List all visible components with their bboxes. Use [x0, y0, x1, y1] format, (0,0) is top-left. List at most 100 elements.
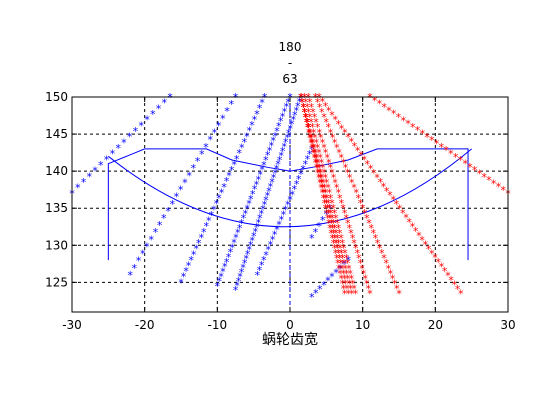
red-star-point: * [348, 227, 355, 240]
red-star-point: * [319, 136, 326, 149]
red-star-point: * [346, 277, 353, 290]
red-star-point: * [308, 136, 315, 149]
blue-star-point: * [103, 153, 110, 166]
blue-star-point: * [272, 167, 279, 180]
blue-star-point: * [74, 182, 81, 195]
red-star-point: * [312, 146, 319, 159]
red-star-point: * [462, 157, 469, 170]
red-star-point: * [390, 194, 397, 207]
blue-star-point: * [267, 181, 274, 194]
red-star-point: * [448, 274, 455, 287]
blue-star-point: * [293, 178, 300, 191]
red-star-point: * [438, 261, 445, 274]
blue-star-point: * [268, 139, 275, 152]
blue-star-point: * [169, 198, 176, 211]
red-star-point: * [321, 167, 328, 180]
red-star-point: * [318, 131, 325, 144]
red-star-point: * [371, 94, 378, 107]
red-star-point: * [332, 113, 339, 126]
red-star-point: * [448, 147, 455, 160]
blue-star-point: * [241, 136, 248, 149]
red-star-point: * [322, 187, 329, 200]
red-star-point: * [331, 232, 338, 245]
red-star-point: * [342, 127, 349, 140]
blue-star-point: * [283, 101, 290, 114]
red-star-point: * [325, 121, 332, 134]
red-star-point: * [374, 171, 381, 184]
y-tick-label: 125 [45, 275, 68, 289]
red-star-point: * [322, 172, 329, 185]
blue-star-point: * [135, 255, 142, 268]
red-star-point: * [385, 262, 392, 275]
red-star-point: * [405, 118, 412, 131]
red-star-point: * [304, 101, 311, 114]
red-star-point: * [323, 207, 330, 220]
blue-star-point: * [282, 203, 289, 216]
blue-star-point: * [258, 208, 265, 221]
red-star-point: * [327, 192, 334, 205]
red-star-point: * [315, 162, 322, 175]
blue-star-point: * [262, 154, 269, 167]
blue-star-point: * [221, 261, 228, 274]
blue-star-point: * [270, 135, 277, 148]
red-star-point: * [313, 116, 320, 129]
blue-star-point: * [173, 191, 180, 204]
blue-star-point: * [127, 269, 134, 282]
blue-star-point: * [165, 205, 172, 218]
red-star-point: * [338, 197, 345, 210]
red-star-point: * [335, 222, 342, 235]
red-star-point: * [316, 162, 323, 175]
blue-star-point: * [321, 279, 328, 292]
blue-star-point: * [259, 97, 266, 110]
blue-star-point: * [312, 226, 319, 239]
blue-star-point: * [257, 169, 264, 182]
red-star-point: * [332, 177, 339, 190]
red-star-point: * [457, 287, 464, 300]
tooth-profile-outline [107, 148, 469, 261]
blue-star-point: * [246, 125, 253, 138]
blue-star-point: * [237, 270, 244, 283]
blue-star-point: * [308, 291, 315, 304]
red-star-point: * [374, 237, 381, 250]
red-star-point: * [338, 247, 345, 260]
blue-star-point: * [224, 105, 231, 118]
red-star-point: * [379, 247, 386, 260]
red-star-point: * [341, 257, 348, 270]
red-star-point: * [327, 126, 334, 139]
red-star-point: * [321, 111, 328, 124]
red-star-point: * [441, 265, 448, 278]
red-star-point: * [329, 109, 336, 122]
blue-star-point: * [275, 158, 282, 171]
blue-star-point: * [295, 100, 302, 113]
red-star-point: * [445, 270, 452, 283]
red-star-point: * [390, 108, 397, 121]
blue-star-point: * [287, 122, 294, 135]
blue-star-point: * [337, 262, 344, 275]
red-star-point: * [457, 154, 464, 167]
red-star-point: * [326, 217, 333, 230]
red-star-point: * [348, 136, 355, 149]
red-star-point: * [301, 106, 308, 119]
blue-star-point: * [266, 185, 273, 198]
red-star-point: * [387, 267, 394, 280]
red-star-point: * [345, 287, 352, 300]
red-star-point: * [435, 256, 442, 269]
red-star-point: * [307, 131, 314, 144]
red-star-point: * [335, 247, 342, 260]
blue-star-point: * [244, 130, 251, 143]
red-star-point: * [333, 182, 340, 195]
blue-star-point: * [236, 222, 243, 235]
blue-star-point: * [254, 269, 261, 282]
red-star-point: * [318, 156, 325, 169]
blue-star-point: * [161, 212, 168, 225]
blue-star-point: * [259, 164, 266, 177]
blue-star-point: * [183, 265, 190, 278]
red-star-point: * [381, 252, 388, 265]
red-star-point: * [305, 121, 312, 134]
blue-star-point: * [313, 287, 320, 300]
blue-star-point: * [317, 283, 324, 296]
red-star-point: * [321, 182, 328, 195]
blue-star-point: * [333, 266, 340, 279]
blue-star-point: * [304, 153, 311, 166]
